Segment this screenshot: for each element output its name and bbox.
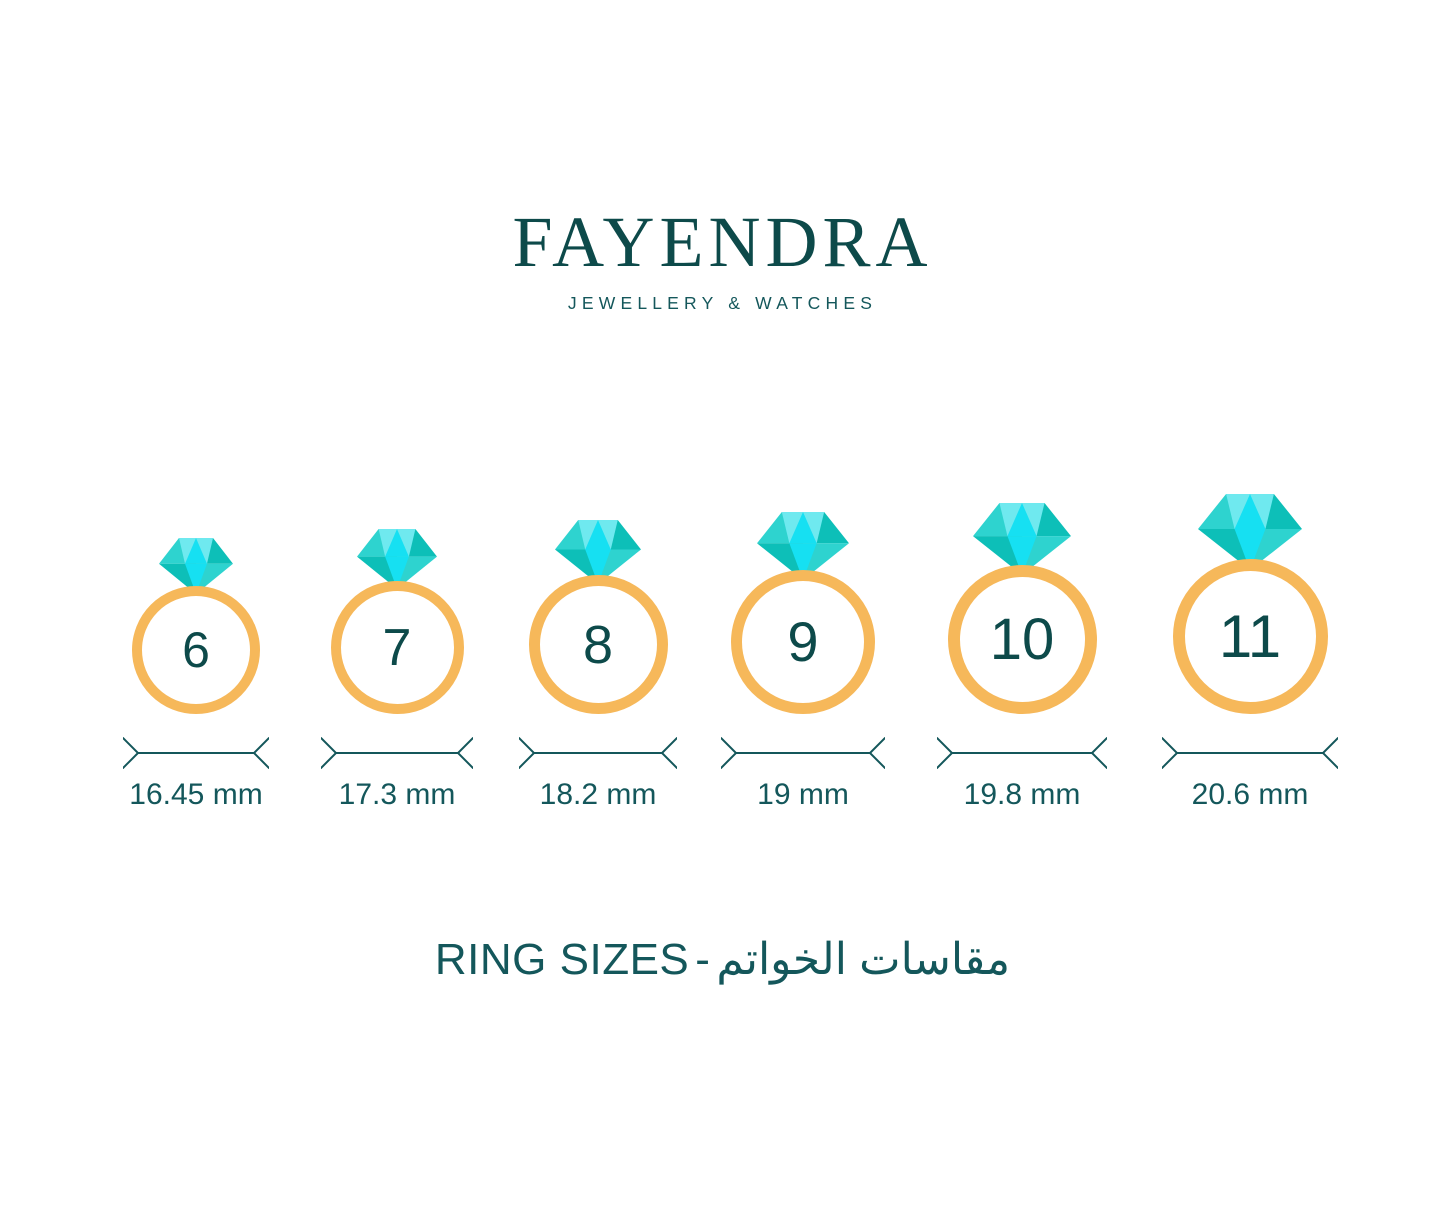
page-title-separator: - xyxy=(695,935,711,984)
ring-size-item[interactable]: 10 19.8 mm xyxy=(922,503,1122,810)
page-title: RING SIZES - مقاسات الخواتم xyxy=(0,935,1445,986)
ring-size-item[interactable]: 9 19 mm xyxy=(703,511,903,811)
dimension-line-icon xyxy=(1162,737,1338,769)
ring-band: 11 xyxy=(1172,559,1328,714)
ring-illustration: 8 xyxy=(498,519,698,714)
page-title-english: RING SIZES xyxy=(434,935,690,984)
ring-size-number: 10 xyxy=(989,606,1055,672)
dimension-line-icon xyxy=(321,737,473,769)
ring-band: 9 xyxy=(731,570,875,714)
ring-diameter-label: 20.6 mm xyxy=(1191,778,1309,811)
diamond-icon xyxy=(555,519,641,584)
ring-diameter-label: 16.45 mm xyxy=(129,778,263,811)
ring-diameter-label: 17.3 mm xyxy=(338,778,456,811)
ring-band: 10 xyxy=(947,565,1097,714)
ring-list: 6 16.45 mm 7 17.3 mm 8 18.2 mm 9 19 mm 10 19.8 mm… xyxy=(0,440,1445,810)
ring-size-number: 9 xyxy=(787,610,819,673)
ring-size-item[interactable]: 7 17.3 mm xyxy=(297,529,497,810)
diamond-icon xyxy=(1198,493,1302,570)
dimension-line-icon xyxy=(937,737,1107,769)
diamond-icon xyxy=(159,537,233,594)
ring-size-number: 8 xyxy=(582,614,614,675)
ring-band: 6 xyxy=(132,586,260,714)
ring-size-item[interactable]: 6 16.45 mm xyxy=(96,537,296,811)
ring-illustration: 10 xyxy=(922,503,1122,714)
dimension-line-icon xyxy=(721,737,885,769)
diamond-icon xyxy=(757,511,849,580)
ring-illustration: 6 xyxy=(96,537,296,714)
ring-size-item[interactable]: 8 18.2 mm xyxy=(498,519,698,811)
ring-band: 8 xyxy=(528,575,668,714)
ring-diameter-label: 18.2 mm xyxy=(539,778,657,811)
ring-band: 7 xyxy=(330,581,464,714)
ring-diameter-label: 19.8 mm xyxy=(963,778,1081,811)
ring-size-number: 6 xyxy=(182,622,210,678)
dimension-line-icon xyxy=(519,737,677,769)
brand-logo: FAYENDRA JEWELLERY & WATCHES xyxy=(0,206,1445,313)
ring-illustration: 11 xyxy=(1150,493,1350,714)
ring-size-number: 11 xyxy=(1218,602,1282,670)
brand-tagline: JEWELLERY & WATCHES xyxy=(567,293,878,313)
page-title-arabic: مقاسات الخواتم xyxy=(716,935,1011,984)
ring-illustration: 7 xyxy=(297,529,497,714)
ring-size-number: 7 xyxy=(382,618,412,677)
brand-name: FAYENDRA xyxy=(512,202,933,282)
dimension-line-icon xyxy=(123,737,269,769)
ring-size-item[interactable]: 11 20.6 mm xyxy=(1150,493,1350,811)
ring-diameter-label: 19 mm xyxy=(757,778,849,811)
ring-illustration: 9 xyxy=(703,511,903,714)
diamond-icon xyxy=(973,503,1071,576)
